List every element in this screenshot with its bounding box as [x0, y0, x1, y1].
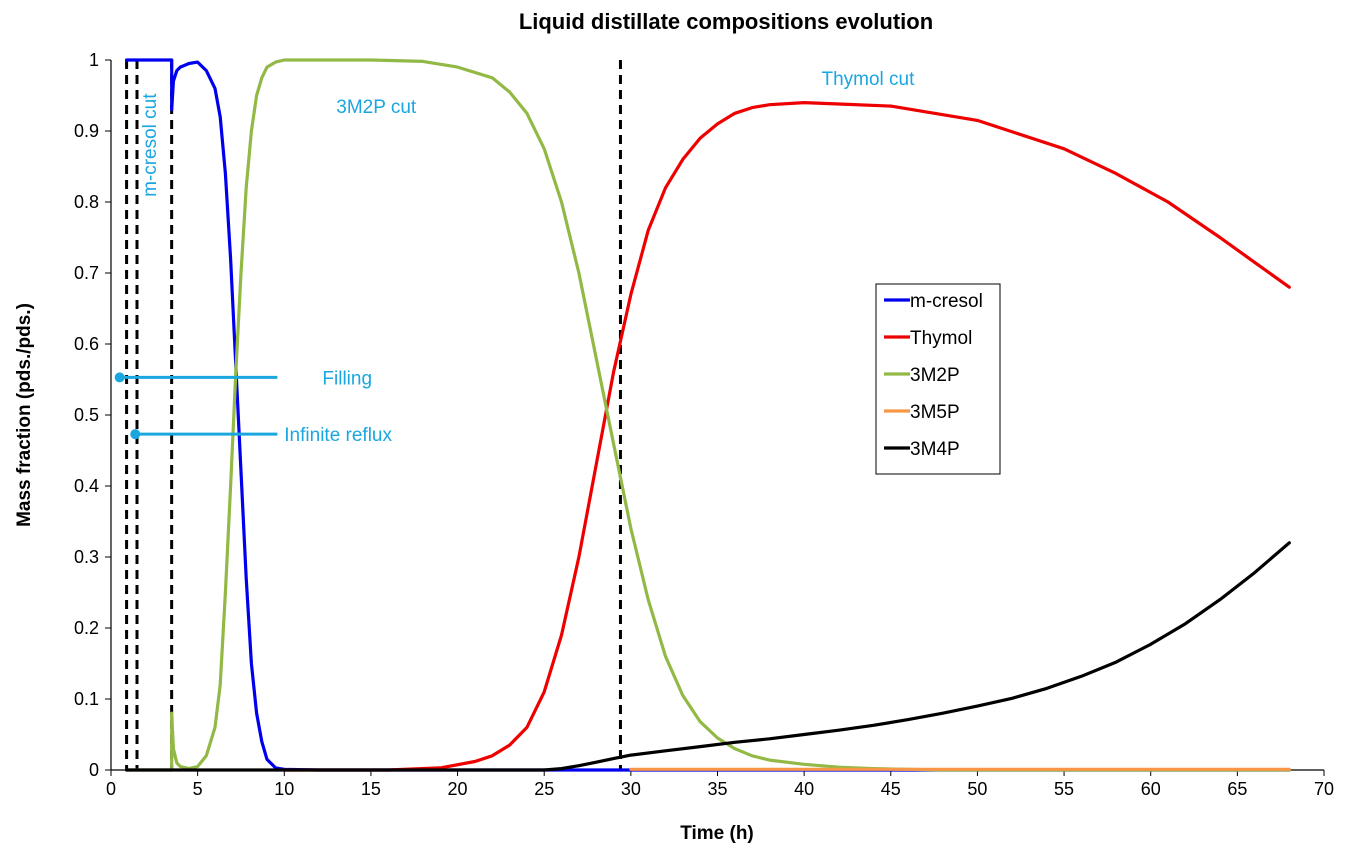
x-tick-label: 20 [448, 779, 468, 799]
legend-label: 3M5P [910, 402, 960, 423]
y-tick-label: 0.6 [74, 334, 99, 354]
x-axis-label: Time (h) [680, 823, 754, 844]
legend-label: Thymol [910, 328, 972, 349]
legend-box [875, 283, 1001, 475]
legend-label: 3M4P [910, 439, 960, 460]
annotation-label: Infinite reflux [284, 425, 392, 446]
x-tick-label: 70 [1314, 779, 1334, 799]
x-tick-label: 0 [106, 779, 116, 799]
x-tick-label: 5 [193, 779, 203, 799]
annotation-pointer-dot [114, 372, 125, 383]
x-tick-label: 65 [1227, 779, 1247, 799]
series-line-2 [124, 58, 1291, 772]
x-tick-label: 15 [361, 779, 381, 799]
legend-label: 3M2P [910, 365, 960, 386]
legend: m-cresol Thymol 3M2P 3M5P 3M4P [875, 283, 1001, 475]
y-tick-label: 0.3 [74, 547, 99, 567]
x-tick-label: 50 [967, 779, 987, 799]
chart-title: Liquid distillate compositions evolution [519, 9, 933, 34]
annotations: 3M2P cut Thymol cut m-cresol cut Filling Inf… [114, 69, 915, 446]
x-tick-label: 55 [1054, 779, 1074, 799]
x-tick-label: 40 [794, 779, 814, 799]
x-tick-label: 10 [274, 779, 294, 799]
y-tick-label: 0.9 [74, 121, 99, 141]
vertical-cut-markers [125, 60, 622, 770]
y-tick-label: 0 [89, 760, 99, 780]
x-tick-label: 35 [707, 779, 727, 799]
series-line-0 [124, 58, 1291, 772]
y-tick-label: 0.4 [74, 476, 99, 496]
y-tick-label: 1 [89, 50, 99, 70]
x-tick-label: 30 [621, 779, 641, 799]
legend-label: m-cresol [910, 291, 983, 312]
y-tick-label: 0.8 [74, 192, 99, 212]
x-tick-label: 25 [534, 779, 554, 799]
x-tick-label: 60 [1141, 779, 1161, 799]
axes: 0 5 10 15 20 25 30 35 40 45 50 55 60 65 70 0 0.1 0.2 0.3 0.… [74, 50, 1334, 799]
annotation-label: Filling [322, 368, 372, 389]
annotation-label: Thymol cut [821, 69, 915, 90]
annotation-pointer-dot [130, 429, 141, 440]
y-tick-label: 0.2 [74, 618, 99, 638]
annotation-label: 3M2P cut [336, 97, 417, 118]
y-tick-label: 0.7 [74, 263, 99, 283]
series-lines [124, 58, 1291, 772]
y-tick-label: 0.1 [74, 689, 99, 709]
x-tick-label: 45 [881, 779, 901, 799]
y-axis-label: Mass fraction (pds./pds.) [14, 303, 35, 527]
y-tick-label: 0.5 [74, 405, 99, 425]
annotation-label: m-cresol cut [140, 93, 161, 197]
series-line-4 [124, 541, 1291, 772]
series-line-1 [282, 100, 1291, 772]
